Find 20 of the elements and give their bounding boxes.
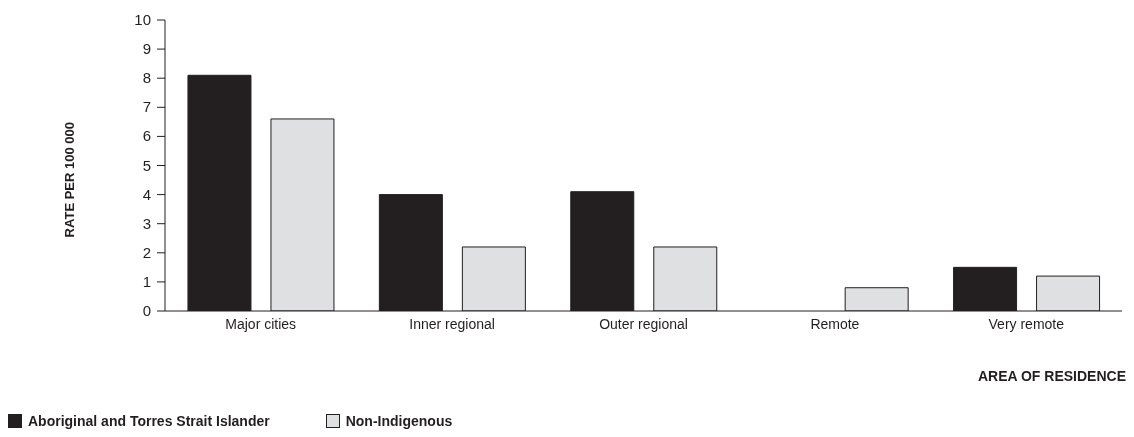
x-axis-title: AREA OF RESIDENCE (977, 368, 1126, 384)
y-tick-label: 3 (142, 214, 151, 232)
y-tick-label: 10 (134, 11, 151, 28)
x-tick-label: Major cities (225, 315, 297, 332)
x-tick-label: Remote (810, 315, 860, 332)
y-tick-label: 1 (142, 272, 151, 290)
x-tick-label: Outer regional (599, 315, 688, 332)
y-tick-label: 9 (142, 40, 151, 58)
x-tick-label: Very remote (988, 315, 1065, 332)
legend-label: Aboriginal and Torres Strait Islander (28, 413, 270, 429)
y-tick-label: 7 (142, 98, 151, 116)
legend-label: Non-Indigenous (345, 413, 453, 429)
x-tick-label: Inner regional (409, 315, 495, 332)
y-tick-label: 4 (142, 185, 151, 203)
y-tick-label: 2 (142, 243, 151, 261)
y-tick-label: 8 (142, 69, 151, 87)
y-axis-title: RATE PER 100 000 (62, 122, 77, 238)
y-tick-label: 0 (142, 302, 151, 319)
y-tick-label: 6 (142, 127, 151, 145)
y-tick-label: 5 (142, 156, 151, 174)
